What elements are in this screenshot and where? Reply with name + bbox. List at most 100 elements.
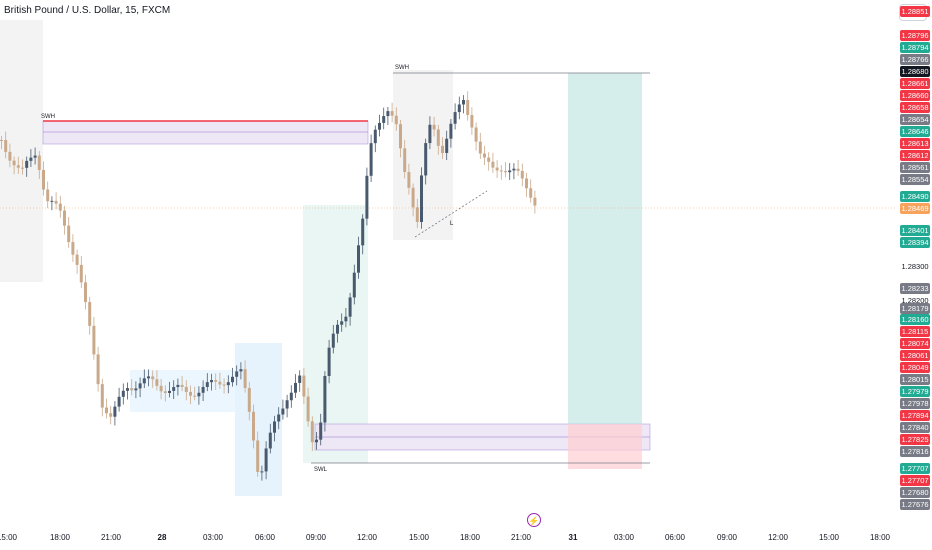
candle-body [189, 391, 192, 396]
symbol-title[interactable]: British Pound / U.S. Dollar, 15, FXCM [4, 5, 171, 16]
price-label: 1.28160 [900, 314, 930, 325]
candle-body [42, 169, 45, 190]
time-axis[interactable]: 15:00 18:00 21:00 28 03:00 06:00 09:00 12:00 15:… [0, 528, 932, 550]
price-label: 1.28661 [900, 78, 930, 89]
time-label: 31 [568, 533, 578, 542]
time-label: 18:00 [49, 533, 71, 542]
candle-body [407, 172, 411, 188]
candle-body [512, 168, 516, 171]
time-label: 03:00 [202, 533, 224, 542]
candle-body [12, 160, 16, 166]
candle-body [105, 407, 108, 414]
candle-body [436, 129, 440, 146]
candle-body [390, 111, 394, 116]
price-label: 1.28794 [900, 42, 930, 53]
candle-body [54, 200, 58, 204]
price-label: 1.28300 [901, 262, 929, 271]
candle-body [147, 376, 150, 379]
bolt-icon[interactable]: ⚡ [527, 513, 541, 527]
candle-body [424, 143, 428, 176]
candle-body [121, 390, 125, 397]
candle-body [378, 122, 381, 130]
candle-body [256, 440, 260, 472]
candle-body [193, 395, 197, 397]
candle-body [411, 187, 415, 208]
time-label: 06:00 [664, 533, 686, 542]
price-label: 1.27979 [900, 386, 930, 397]
candle-body [79, 264, 83, 283]
price-label: 1.28233 [900, 283, 930, 294]
candle-body [243, 369, 247, 388]
candle-body [130, 388, 134, 391]
candle-body [117, 396, 121, 407]
candle-body [138, 383, 142, 389]
candle-body [533, 197, 537, 206]
candle-body [63, 210, 66, 226]
candle-body [310, 421, 314, 443]
candle-body [331, 333, 335, 348]
price-chart[interactable]: SWH SWH SWL L [0, 0, 896, 528]
candle-body [247, 387, 251, 412]
session-zone-blue [235, 343, 282, 496]
candle-body [394, 115, 398, 125]
price-label: 1.27707 [900, 463, 930, 474]
candle-body [210, 380, 213, 383]
price-label: 1.27816 [900, 446, 930, 457]
time-label: 15:00 [408, 533, 430, 542]
candle-body [218, 381, 222, 385]
candle-body [0, 140, 3, 141]
candle-body [67, 225, 71, 243]
candle-body [16, 165, 20, 168]
price-label: 1.27894 [900, 410, 930, 421]
candle-body [487, 157, 491, 162]
candle-body [386, 111, 390, 117]
candle-body [495, 167, 499, 171]
price-label: 1.27676 [900, 499, 930, 510]
candle-body [415, 207, 419, 222]
chart-area[interactable]: SWH SWH SWL L British Pound / U.S. Dolla… [0, 0, 896, 528]
candle-body [348, 297, 352, 317]
candle-body [168, 390, 171, 393]
position-profit-zone[interactable] [568, 73, 642, 424]
candle-body [298, 375, 302, 383]
price-label: 1.28646 [900, 126, 930, 137]
candle-body [176, 384, 180, 388]
candle-body [462, 100, 465, 105]
candle-body [466, 100, 470, 116]
candle-body [420, 175, 423, 222]
time-label: 12:00 [356, 533, 378, 542]
candle-body [302, 375, 306, 397]
candle-body [155, 379, 159, 386]
candle-body [508, 170, 512, 173]
candle-body [281, 408, 285, 415]
candle-body [75, 254, 79, 265]
order-block-top[interactable] [42, 120, 369, 145]
candle-body [197, 392, 201, 397]
candle-body [142, 378, 146, 384]
candle-body [445, 138, 449, 153]
price-label: 1.28554 [900, 174, 930, 185]
candle-body [403, 148, 407, 173]
price-label: 1.28612 [900, 150, 930, 161]
candle-body [315, 439, 318, 443]
candle-body [252, 411, 255, 441]
candle-body [222, 384, 226, 386]
candle-body [483, 153, 486, 158]
candle-body [201, 386, 205, 393]
candle-body [113, 406, 117, 417]
candle-body [323, 375, 327, 423]
price-label: 1.28200 [901, 296, 929, 305]
candle-body [92, 325, 96, 355]
candle-body [134, 388, 138, 391]
time-label: 15:00 [818, 533, 840, 542]
price-label: 1.28015 [900, 374, 930, 385]
candle-body [432, 124, 436, 130]
candle-body [373, 129, 377, 144]
candle-body [449, 123, 453, 139]
candle-body [239, 369, 243, 372]
time-label: 09:00 [716, 533, 738, 542]
candle-body [50, 200, 54, 202]
candle-body [172, 387, 176, 391]
candle-body [109, 413, 113, 417]
position-loss-zone[interactable] [568, 424, 642, 469]
